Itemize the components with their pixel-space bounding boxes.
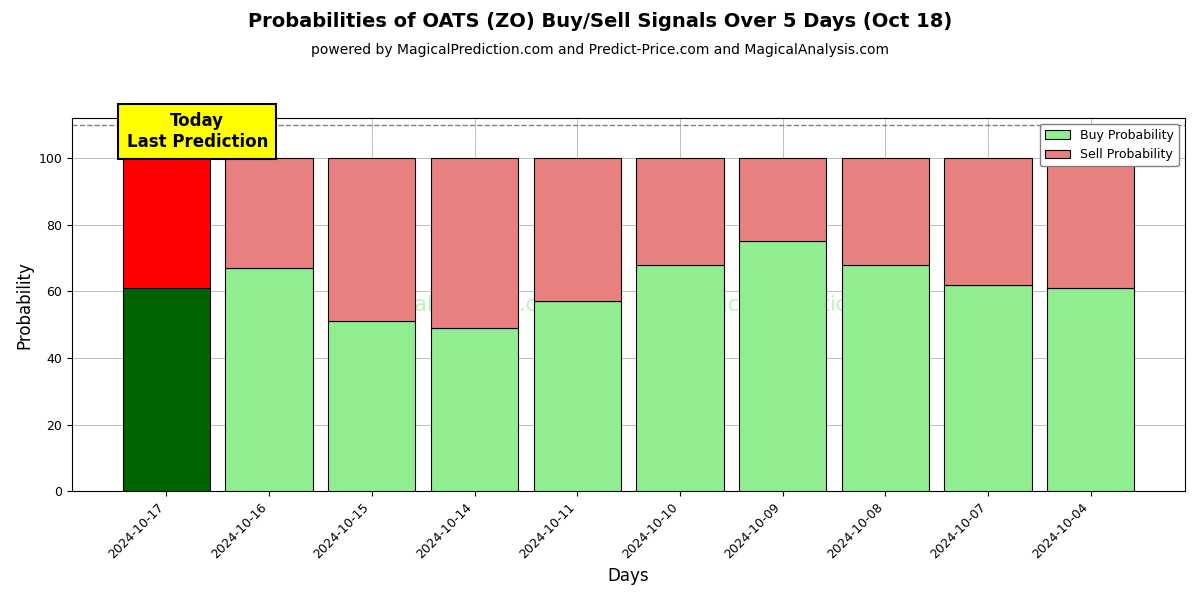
- Legend: Buy Probability, Sell Probability: Buy Probability, Sell Probability: [1040, 124, 1178, 166]
- Bar: [636, 265, 724, 491]
- Bar: [841, 158, 929, 265]
- Text: powered by MagicalPrediction.com and Predict-Price.com and MagicalAnalysis.com: powered by MagicalPrediction.com and Pre…: [311, 43, 889, 57]
- Bar: [1048, 158, 1134, 288]
- Bar: [328, 158, 415, 321]
- Bar: [841, 265, 929, 491]
- Bar: [739, 158, 827, 241]
- Bar: [636, 158, 724, 265]
- Text: MagicalAnalysis.com: MagicalAnalysis.com: [353, 295, 570, 314]
- Bar: [328, 321, 415, 491]
- Bar: [944, 284, 1032, 491]
- Bar: [226, 158, 313, 268]
- Bar: [122, 158, 210, 288]
- Bar: [226, 268, 313, 491]
- Text: MagicalPrediction.com: MagicalPrediction.com: [678, 295, 913, 314]
- Bar: [122, 288, 210, 491]
- Text: Today
Last Prediction: Today Last Prediction: [126, 112, 268, 151]
- X-axis label: Days: Days: [607, 567, 649, 585]
- Bar: [944, 158, 1032, 284]
- Y-axis label: Probability: Probability: [16, 260, 34, 349]
- Text: Probabilities of OATS (ZO) Buy/Sell Signals Over 5 Days (Oct 18): Probabilities of OATS (ZO) Buy/Sell Sign…: [248, 12, 952, 31]
- Bar: [1048, 288, 1134, 491]
- Bar: [534, 158, 620, 301]
- Bar: [534, 301, 620, 491]
- Bar: [431, 158, 518, 328]
- Bar: [431, 328, 518, 491]
- Bar: [739, 241, 827, 491]
